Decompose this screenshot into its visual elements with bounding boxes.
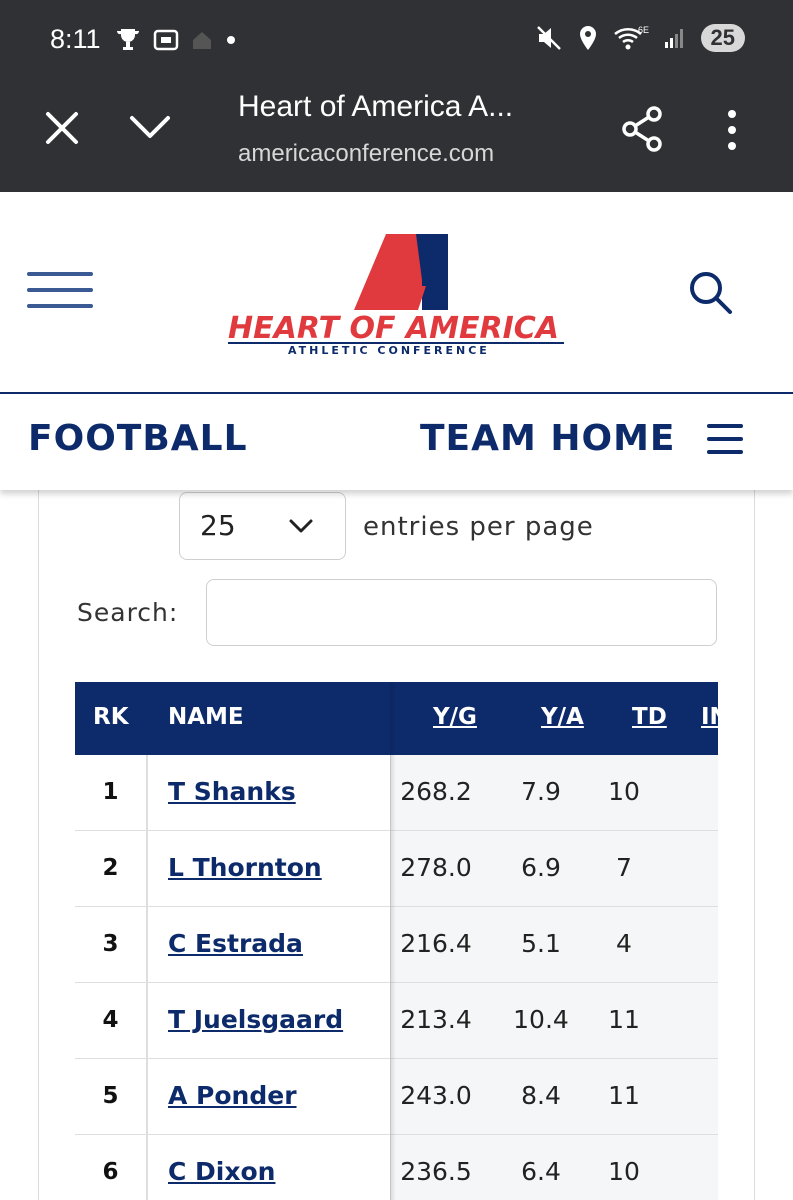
cell-td: 10 bbox=[608, 1157, 640, 1186]
site-menu-icon[interactable] bbox=[27, 272, 93, 308]
search-label: Search: bbox=[77, 598, 179, 627]
fixed-column-shadow bbox=[390, 682, 396, 1200]
player-link[interactable]: L Thornton bbox=[168, 853, 322, 882]
row-scroll-cells: 213.4 10.4 11 bbox=[391, 983, 718, 1058]
sport-menu-icon[interactable] bbox=[707, 424, 743, 456]
row-scroll-cells: 216.4 5.1 4 bbox=[391, 907, 718, 982]
cell-ya: 10.4 bbox=[513, 1005, 569, 1034]
cell-yg: 278.0 bbox=[400, 853, 472, 882]
entries-per-page-select[interactable]: 25 bbox=[179, 492, 346, 560]
cell-yg: 243.0 bbox=[400, 1081, 472, 1110]
chevron-down-icon bbox=[289, 519, 313, 533]
col-ya[interactable]: Y/A bbox=[541, 704, 584, 730]
sport-title[interactable]: FOOTBALL bbox=[28, 418, 248, 459]
cell-rank: 4 bbox=[75, 983, 148, 1058]
cell-yg: 213.4 bbox=[400, 1005, 472, 1034]
row-fixed-cells: 2 L Thornton bbox=[75, 831, 391, 906]
col-yg[interactable]: Y/G bbox=[433, 704, 477, 730]
signal-icon bbox=[664, 29, 683, 48]
cell-td: 4 bbox=[616, 929, 632, 958]
cell-ya: 7.9 bbox=[521, 777, 561, 806]
status-time: 8:11 bbox=[50, 24, 101, 54]
more-options-icon[interactable] bbox=[720, 108, 744, 152]
cell-td: 7 bbox=[616, 853, 632, 882]
logo-text: HEART OF AMERICA bbox=[228, 311, 559, 346]
team-home-link[interactable]: TEAM HOME bbox=[420, 418, 676, 459]
site-header: HEART OF AMERICA ATHLETIC CONFERENCE bbox=[0, 192, 793, 394]
stats-table: RK NAME Y/G Y/A TD IN 1T Shanks268.27.91… bbox=[75, 682, 718, 1200]
screenshot-icon bbox=[153, 29, 179, 51]
table-row: 3 C Estrada 216.4 5.1 4 bbox=[75, 907, 718, 983]
row-fixed-cells: 4 T Juelsgaard bbox=[75, 983, 391, 1058]
player-link[interactable]: T Juelsgaard bbox=[168, 1005, 344, 1034]
col-rk[interactable]: RK bbox=[93, 704, 129, 730]
col-name[interactable]: NAME bbox=[168, 704, 244, 730]
search-icon[interactable] bbox=[686, 268, 734, 316]
logo-subtext: ATHLETIC CONFERENCE bbox=[288, 344, 490, 357]
table-row: 5 A Ponder 243.0 8.4 11 bbox=[75, 1059, 718, 1135]
cell-ya: 8.4 bbox=[521, 1081, 561, 1110]
row-fixed-cells: 3 C Estrada bbox=[75, 907, 391, 982]
table-row: 2 L Thornton 278.0 6.9 7 bbox=[75, 831, 718, 907]
table-row: 6 C Dixon 236.5 6.4 10 bbox=[75, 1135, 718, 1200]
share-icon[interactable] bbox=[620, 104, 666, 154]
table-row: 4 T Juelsgaard 213.4 10.4 11 bbox=[75, 983, 718, 1059]
page-title[interactable]: Heart of America A... bbox=[238, 90, 514, 123]
status-icons-right: 6E 25 bbox=[535, 24, 745, 52]
row-scroll-cells: 278.0 6.9 7 bbox=[391, 831, 718, 906]
cell-rank: 5 bbox=[75, 1059, 148, 1134]
search-input[interactable] bbox=[206, 579, 717, 646]
row-scroll-cells: 243.0 8.4 11 bbox=[391, 1059, 718, 1134]
row-fixed-cells: 5 A Ponder bbox=[75, 1059, 391, 1134]
browser-chrome: 8:11 6E 25 Heart of America A... america… bbox=[0, 0, 793, 192]
status-icons-left bbox=[114, 26, 238, 54]
sport-subnav: FOOTBALL TEAM HOME bbox=[0, 394, 793, 490]
table-header: RK NAME Y/G Y/A TD IN bbox=[75, 682, 718, 755]
wifi-6e-icon: 6E bbox=[613, 25, 649, 50]
cell-rank: 6 bbox=[75, 1135, 148, 1200]
cell-ya: 6.4 bbox=[521, 1157, 561, 1186]
cell-ya: 6.9 bbox=[521, 853, 561, 882]
row-fixed-cells: 1 T Shanks bbox=[75, 755, 391, 830]
cell-yg: 236.5 bbox=[400, 1157, 472, 1186]
player-link[interactable]: C Dixon bbox=[168, 1157, 276, 1186]
table-row: 1 T Shanks 268.2 7.9 10 bbox=[75, 755, 718, 831]
cell-yg: 268.2 bbox=[400, 777, 472, 806]
cell-rank: 2 bbox=[75, 831, 148, 906]
battery-icon: 25 bbox=[700, 24, 745, 52]
trophy-icon bbox=[116, 29, 140, 50]
cell-yg: 216.4 bbox=[400, 929, 472, 958]
home-icon bbox=[193, 32, 211, 49]
cell-td: 10 bbox=[608, 777, 640, 806]
col-td[interactable]: TD bbox=[632, 704, 667, 730]
cell-rank: 3 bbox=[75, 907, 148, 982]
cell-ya: 5.1 bbox=[521, 929, 561, 958]
location-icon bbox=[579, 26, 596, 50]
mute-icon bbox=[536, 26, 561, 50]
player-link[interactable]: C Estrada bbox=[168, 929, 303, 958]
entries-label: entries per page bbox=[363, 512, 594, 542]
cell-td: 11 bbox=[608, 1005, 640, 1034]
cell-rank: 1 bbox=[75, 755, 148, 830]
close-icon[interactable] bbox=[42, 108, 82, 148]
content-frame bbox=[38, 490, 755, 1200]
col-int[interactable]: IN bbox=[701, 704, 718, 730]
conference-logo[interactable]: HEART OF AMERICA ATHLETIC CONFERENCE bbox=[226, 230, 566, 358]
row-scroll-cells: 268.2 7.9 10 bbox=[391, 755, 718, 830]
player-link[interactable]: A Ponder bbox=[168, 1081, 297, 1110]
dot-icon bbox=[227, 36, 235, 44]
url-host[interactable]: americaconference.com bbox=[238, 140, 495, 167]
cell-td: 11 bbox=[608, 1081, 640, 1110]
player-link[interactable]: T Shanks bbox=[168, 777, 296, 806]
svg-text:6E: 6E bbox=[638, 25, 649, 35]
row-scroll-cells: 236.5 6.4 10 bbox=[391, 1135, 718, 1200]
chevron-down-icon[interactable] bbox=[128, 108, 172, 148]
row-fixed-cells: 6 C Dixon bbox=[75, 1135, 391, 1200]
entries-value: 25 bbox=[200, 509, 236, 542]
